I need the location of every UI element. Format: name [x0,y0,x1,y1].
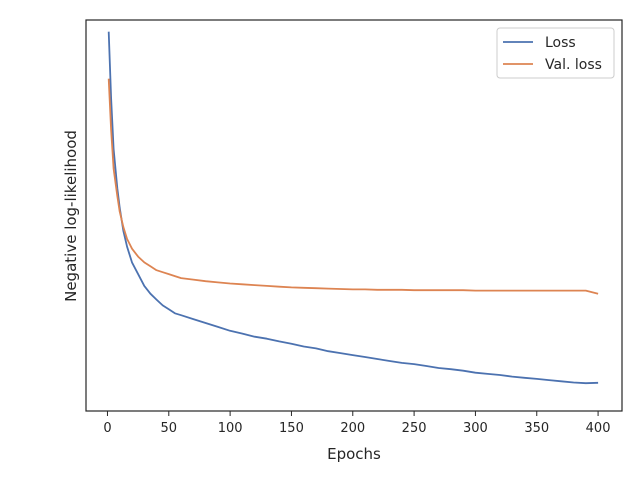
x-tick-label: 0 [103,421,111,436]
x-tick-label: 250 [402,421,427,436]
legend-label: Loss [545,35,576,51]
x-tick-label: 50 [161,421,178,436]
series-line-1 [107,78,599,295]
plot-frame [85,19,623,412]
x-ticks: 0 50 100 150 200 250 300 350 400 [103,411,610,436]
legend: Loss Val. loss [496,27,615,79]
x-tick-label: 300 [463,421,488,436]
x-tick-label: 200 [340,421,365,436]
x-tick-label: 150 [279,421,304,436]
x-tick-label: 100 [218,421,243,436]
x-tick-label: 400 [586,421,611,436]
x-axis-label: Epochs [327,445,381,463]
y-axis-label: Negative log-likelihood [62,130,80,302]
series-line-0 [107,31,599,385]
legend-box [496,27,615,79]
legend-label: Val. loss [545,57,602,73]
plot-lines [107,31,599,385]
x-tick-label: 350 [524,421,549,436]
